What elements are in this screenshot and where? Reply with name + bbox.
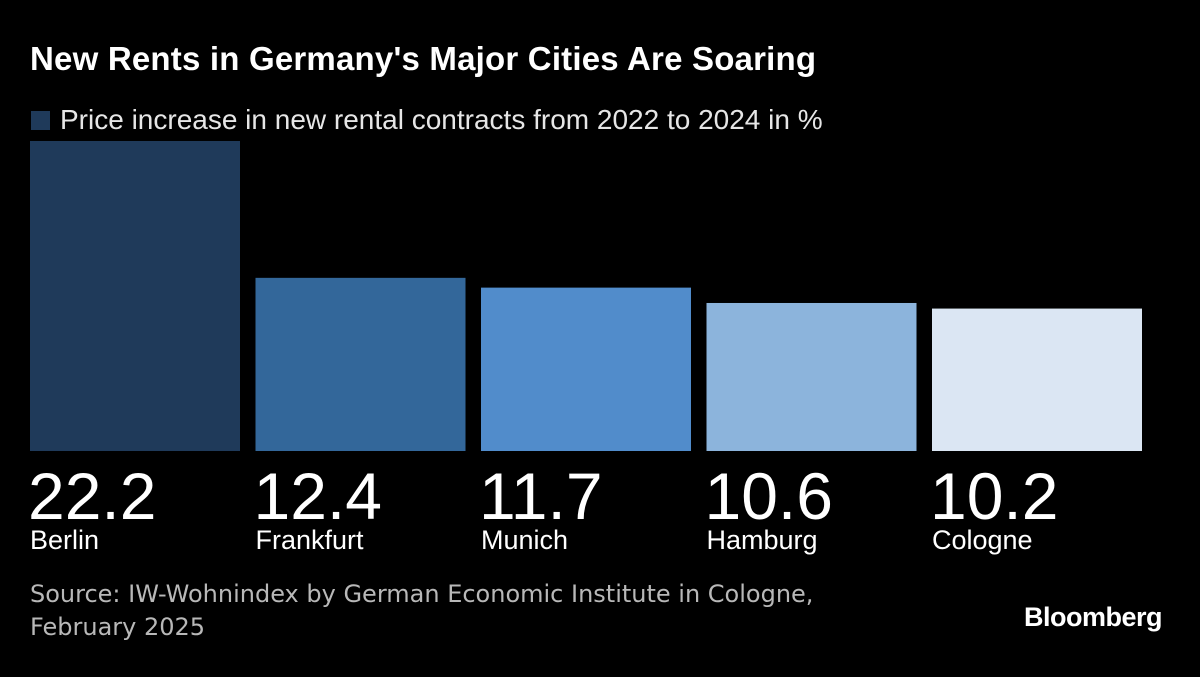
bloomberg-logo: Bloomberg [1024,602,1163,632]
source-line-1: Source: IW-Wohnindex by German Economic … [30,580,814,608]
category-label-hamburg: Hamburg [707,525,818,555]
value-label-berlin: 22.2 [28,459,156,533]
bar-munich [481,287,691,451]
value-label-munich: 11.7 [479,459,603,533]
bar-cologne [932,308,1142,451]
legend-swatch [31,110,50,130]
chart-title: New Rents in Germany's Major Cities Are … [30,40,817,77]
bars-group [30,141,1142,451]
bar-hamburg [706,302,917,451]
legend-label: Price increase in new rental contracts f… [60,104,823,135]
source-line-2: February 2025 [30,613,206,641]
bar-frankfurt [255,277,466,451]
value-label-hamburg: 10.6 [705,459,833,533]
legend: Price increase in new rental contracts f… [31,104,823,136]
category-label-cologne: Cologne [932,525,1033,555]
bar-berlin [30,141,240,451]
category-label-frankfurt: Frankfurt [256,525,365,555]
source-note: Source: IW-Wohnindex by German Economic … [30,578,930,644]
value-label-cologne: 10.2 [930,459,1058,533]
value-label-frankfurt: 12.4 [254,459,382,533]
category-label-munich: Munich [481,525,568,555]
category-label-berlin: Berlin [30,525,99,555]
